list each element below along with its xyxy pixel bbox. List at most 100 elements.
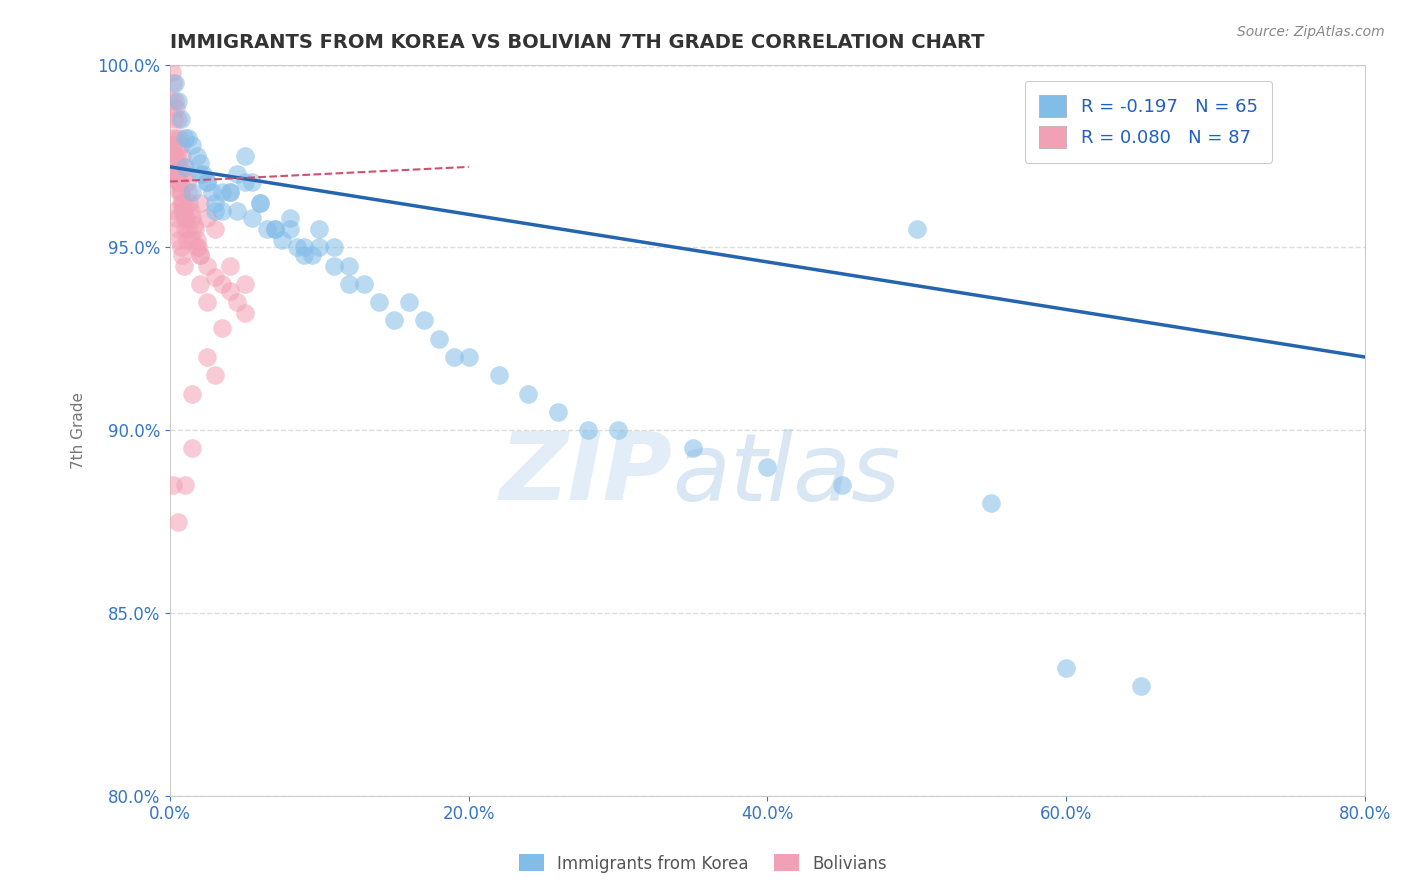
Point <box>169 174 191 188</box>
Point <box>162 94 184 108</box>
Point <box>204 269 226 284</box>
Point <box>174 211 197 225</box>
Point <box>188 167 211 181</box>
Point <box>170 186 193 200</box>
Point <box>831 478 853 492</box>
Point <box>165 211 187 225</box>
Point <box>167 186 190 200</box>
Point <box>301 247 323 261</box>
Point <box>169 240 191 254</box>
Point <box>167 174 190 188</box>
Point <box>177 186 200 200</box>
Point <box>294 240 316 254</box>
Point <box>607 423 630 437</box>
Text: ZIP: ZIP <box>499 428 672 520</box>
Point <box>186 233 208 247</box>
Point <box>169 112 191 127</box>
Point <box>211 203 233 218</box>
Point <box>167 130 190 145</box>
Point <box>226 203 249 218</box>
Point <box>233 174 256 188</box>
Point <box>905 222 928 236</box>
Point <box>181 137 204 152</box>
Point <box>187 240 209 254</box>
Point <box>166 222 188 236</box>
Point <box>980 496 1002 510</box>
Point <box>427 332 450 346</box>
Text: Source: ZipAtlas.com: Source: ZipAtlas.com <box>1237 25 1385 39</box>
Point <box>174 130 197 145</box>
Point <box>188 196 211 211</box>
Point <box>249 196 271 211</box>
Point <box>368 295 391 310</box>
Legend: R = -0.197   N = 65, R = 0.080   N = 87: R = -0.197 N = 65, R = 0.080 N = 87 <box>1025 81 1272 163</box>
Point <box>233 149 256 163</box>
Y-axis label: 7th Grade: 7th Grade <box>72 392 86 468</box>
Point <box>169 137 191 152</box>
Point <box>1129 679 1152 693</box>
Point <box>173 203 195 218</box>
Point <box>188 247 211 261</box>
Point <box>166 149 188 163</box>
Point <box>170 196 193 211</box>
Point <box>204 203 226 218</box>
Point <box>278 222 301 236</box>
Point <box>197 174 219 188</box>
Point <box>197 259 219 273</box>
Point <box>176 174 198 188</box>
Point <box>162 137 184 152</box>
Point <box>218 259 240 273</box>
Point <box>162 137 184 152</box>
Point <box>174 222 197 236</box>
Point <box>174 160 197 174</box>
Point <box>167 160 190 174</box>
Point <box>166 94 188 108</box>
Point <box>218 284 240 298</box>
Point <box>163 149 186 163</box>
Point <box>184 222 207 236</box>
Point <box>160 65 183 79</box>
Point <box>173 259 195 273</box>
Point <box>163 160 186 174</box>
Point <box>323 240 346 254</box>
Point <box>165 160 187 174</box>
Point <box>517 386 540 401</box>
Point <box>204 196 226 211</box>
Point <box>226 167 249 181</box>
Point <box>294 247 316 261</box>
Point <box>488 368 510 383</box>
Point <box>211 277 233 291</box>
Point <box>240 211 263 225</box>
Point <box>173 203 195 218</box>
Point <box>163 76 186 90</box>
Point <box>323 259 346 273</box>
Point <box>197 211 219 225</box>
Point <box>167 233 190 247</box>
Point <box>163 203 186 218</box>
Point <box>170 203 193 218</box>
Point <box>682 442 704 456</box>
Point <box>169 196 191 211</box>
Point <box>211 186 233 200</box>
Point <box>576 423 599 437</box>
Point <box>169 186 191 200</box>
Point <box>162 149 184 163</box>
Point <box>337 259 360 273</box>
Point <box>173 160 195 174</box>
Point <box>179 196 201 211</box>
Point <box>181 211 204 225</box>
Point <box>353 277 375 291</box>
Point <box>226 295 249 310</box>
Point <box>398 295 420 310</box>
Point <box>240 174 263 188</box>
Point <box>165 167 187 181</box>
Point <box>233 277 256 291</box>
Point <box>166 174 188 188</box>
Point <box>174 211 197 225</box>
Point <box>186 149 208 163</box>
Point <box>181 186 204 200</box>
Point <box>183 219 205 233</box>
Point <box>233 306 256 320</box>
Point <box>167 174 190 188</box>
Point <box>163 112 186 127</box>
